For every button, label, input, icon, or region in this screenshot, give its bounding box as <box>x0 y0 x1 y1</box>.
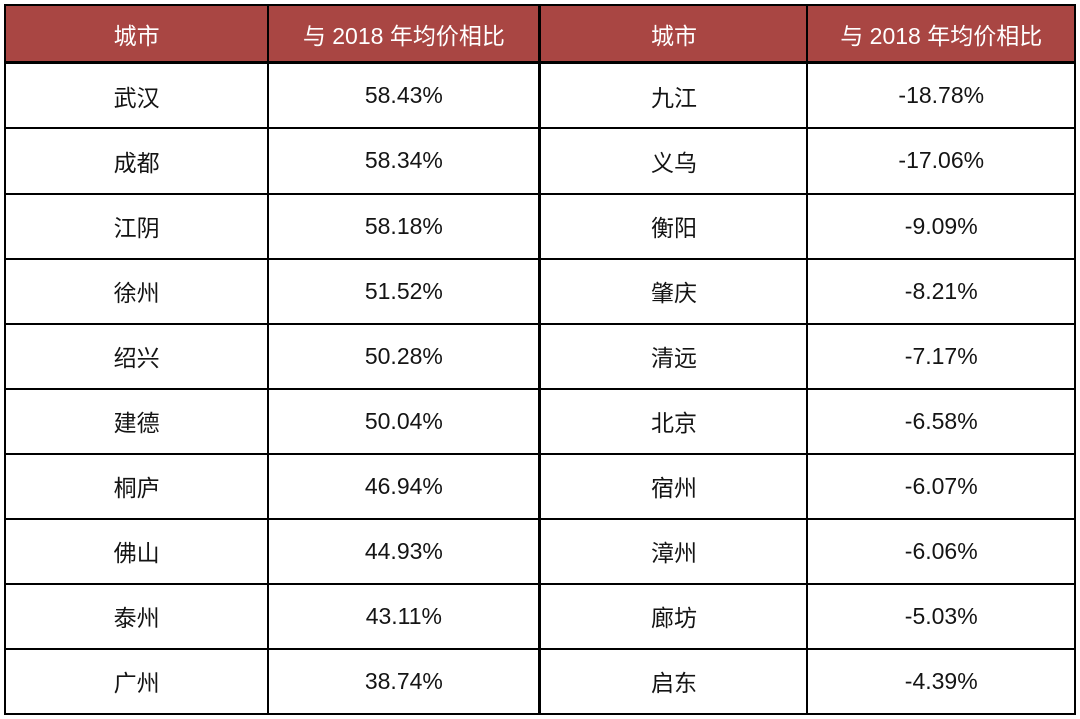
change-cell-left: 46.94% <box>267 452 542 520</box>
table-row: 成都 58.34% 义乌 -17.06% <box>3 127 1076 195</box>
change-cell-right: -18.78% <box>806 61 1076 130</box>
change-cell-left: 51.52% <box>267 257 542 325</box>
city-price-comparison-table: 城市 与 2018 年均价相比 城市 与 2018 年均价相比 武汉 58.43%… <box>3 4 1076 716</box>
change-cell-left: 58.18% <box>267 192 542 260</box>
city-cell-right: 清远 <box>538 322 809 390</box>
city-cell-right: 廊坊 <box>538 582 809 650</box>
table-row: 泰州 43.11% 廊坊 -5.03% <box>3 582 1076 650</box>
change-cell-right: -8.21% <box>806 257 1076 325</box>
change-cell-left: 50.04% <box>267 387 542 455</box>
change-cell-right: -4.39% <box>806 647 1076 716</box>
header-change-left: 与 2018 年均价相比 <box>267 4 542 64</box>
city-cell-right: 九江 <box>538 61 809 130</box>
city-cell-right: 衡阳 <box>538 192 809 260</box>
city-cell-right: 宿州 <box>538 452 809 520</box>
change-cell-left: 43.11% <box>267 582 542 650</box>
city-cell-left: 佛山 <box>3 517 270 585</box>
header-city-left: 城市 <box>3 4 270 64</box>
city-cell-left: 武汉 <box>3 61 270 130</box>
city-cell-left: 成都 <box>3 127 270 195</box>
header-change-right: 与 2018 年均价相比 <box>806 4 1076 64</box>
change-cell-right: -7.17% <box>806 322 1076 390</box>
table-row: 绍兴 50.28% 清远 -7.17% <box>3 322 1076 390</box>
change-cell-right: -6.06% <box>806 517 1076 585</box>
header-city-right: 城市 <box>538 4 809 64</box>
change-cell-right: -6.07% <box>806 452 1076 520</box>
city-cell-left: 绍兴 <box>3 322 270 390</box>
change-cell-right: -17.06% <box>806 127 1076 195</box>
city-cell-right: 漳州 <box>538 517 809 585</box>
city-cell-right: 义乌 <box>538 127 809 195</box>
city-cell-left: 桐庐 <box>3 452 270 520</box>
city-cell-left: 广州 <box>3 647 270 716</box>
city-cell-left: 江阴 <box>3 192 270 260</box>
change-cell-left: 44.93% <box>267 517 542 585</box>
city-cell-right: 北京 <box>538 387 809 455</box>
table-row: 徐州 51.52% 肇庆 -8.21% <box>3 257 1076 325</box>
table-row: 广州 38.74% 启东 -4.39% <box>3 647 1076 716</box>
change-cell-right: -5.03% <box>806 582 1076 650</box>
table-row: 佛山 44.93% 漳州 -6.06% <box>3 517 1076 585</box>
city-cell-right: 肇庆 <box>538 257 809 325</box>
change-cell-left: 50.28% <box>267 322 542 390</box>
change-cell-left: 58.34% <box>267 127 542 195</box>
city-cell-left: 泰州 <box>3 582 270 650</box>
city-cell-left: 建德 <box>3 387 270 455</box>
table-row: 桐庐 46.94% 宿州 -6.07% <box>3 452 1076 520</box>
table-row: 武汉 58.43% 九江 -18.78% <box>3 61 1076 130</box>
header-row: 城市 与 2018 年均价相比 城市 与 2018 年均价相比 <box>3 4 1076 64</box>
table-row: 建德 50.04% 北京 -6.58% <box>3 387 1076 455</box>
table-body: 武汉 58.43% 九江 -18.78% 成都 58.34% 义乌 -17.06% 江阴 58.1… <box>3 61 1076 716</box>
table-header: 城市 与 2018 年均价相比 城市 与 2018 年均价相比 <box>3 4 1076 64</box>
city-cell-left: 徐州 <box>3 257 270 325</box>
change-cell-left: 38.74% <box>267 647 542 716</box>
change-cell-right: -9.09% <box>806 192 1076 260</box>
table-row: 江阴 58.18% 衡阳 -9.09% <box>3 192 1076 260</box>
change-cell-left: 58.43% <box>267 61 542 130</box>
change-cell-right: -6.58% <box>806 387 1076 455</box>
city-cell-right: 启东 <box>538 647 809 716</box>
